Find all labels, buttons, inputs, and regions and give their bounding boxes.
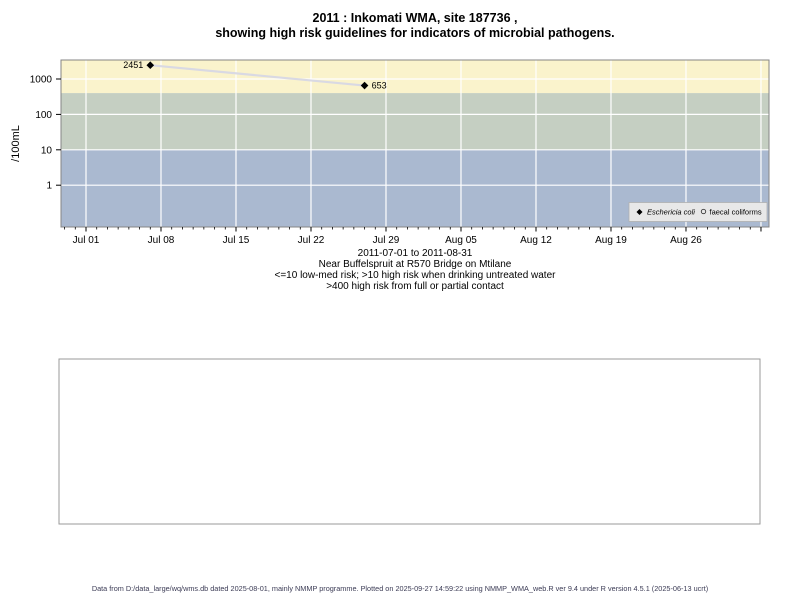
x-tick-label: Aug 26 [670, 235, 702, 246]
caption-risk-guideline-drinking: <=10 low-med risk; >10 high risk when dr… [275, 270, 557, 281]
series-layer: 2451 653 [123, 60, 386, 90]
x-tick-label: Jul 15 [223, 235, 250, 246]
data-point-eschericia-coli [146, 61, 155, 70]
caption-risk-guideline-contact: >400 high risk from full or partial cont… [326, 281, 504, 292]
legend: Eschericia coli faecal coliforms [628, 202, 768, 222]
y-axis-title: /100mL [10, 125, 22, 162]
data-point-value-label: 653 [372, 81, 387, 91]
axes: 1000 100 10 1 Jul 01 Jul 08 Jul 15 Jul 22 Jul 29… [30, 75, 762, 246]
x-tick-label: Jul 22 [298, 235, 325, 246]
x-tick-label: Jul 29 [373, 235, 400, 246]
y-tick-label: 1000 [30, 75, 53, 86]
series-line [150, 64, 365, 87]
plot-border [60, 59, 770, 228]
caption-site-description: Near Buffelspruit at R570 Bridge on Mtil… [319, 259, 512, 270]
x-tick-label: Aug 12 [520, 235, 552, 246]
x-tick-label: Aug 19 [595, 235, 627, 246]
empty-panel [58, 358, 761, 525]
risk-bands [61, 60, 769, 227]
y-tick-label: 10 [41, 145, 53, 156]
open-circle-icon [700, 208, 707, 215]
band-high-risk-full-or-partial-contact [61, 60, 769, 94]
chart-title-line1: 2011 : Inkomati WMA, site 187736 , [313, 11, 518, 25]
y-tick-label: 100 [35, 110, 52, 121]
gridlines [61, 60, 769, 227]
x-tick-label: Jul 01 [73, 235, 100, 246]
filled-diamond-icon [636, 209, 643, 215]
data-point-value-label: 2451 [123, 60, 143, 70]
x-tick-label: Aug 05 [445, 235, 477, 246]
y-tick-label: 1 [46, 181, 52, 192]
caption-date-range: 2011-07-01 to 2011-08-31 [358, 248, 473, 259]
x-tick-label: Jul 08 [148, 235, 175, 246]
footer-provenance: Data from D:/data_large/wq/wms.db dated … [92, 584, 708, 593]
legend-label-faecal-coliforms: faecal coliforms [710, 208, 762, 217]
legend-box [628, 202, 768, 222]
band-high-risk-drinking-untreated-water [61, 93, 769, 150]
data-point-eschericia-coli [360, 81, 369, 90]
chart-title-line2: showing high risk guidelines for indicat… [215, 26, 614, 40]
legend-label-eschericia-coli: Eschericia coli [647, 208, 695, 217]
